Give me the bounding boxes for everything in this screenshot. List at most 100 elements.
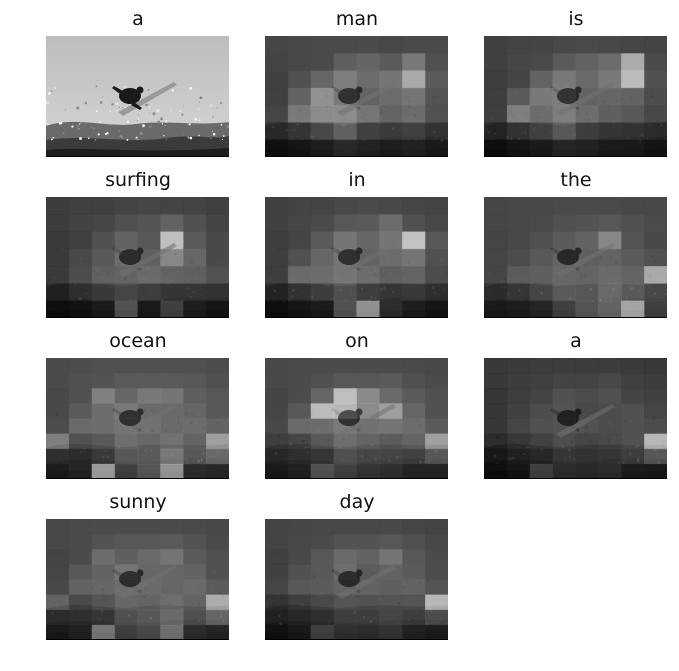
- attention-cell: [484, 248, 508, 267]
- attention-cell: [529, 300, 554, 318]
- attention-cell: [402, 534, 426, 550]
- attention-cell: [160, 534, 184, 550]
- attention-cell: [91, 266, 116, 284]
- attention-cell: [575, 231, 599, 250]
- attention-cell: [379, 624, 403, 640]
- attention-cell: [425, 53, 448, 72]
- attention-cell: [506, 231, 531, 250]
- attention-cell: [137, 433, 161, 450]
- attention-cell: [552, 388, 577, 404]
- attention-cell: [46, 231, 70, 250]
- attention-cell: [46, 373, 70, 389]
- attention-cell: [644, 388, 667, 404]
- attention-cell: [356, 463, 380, 479]
- attention-cell: [506, 266, 531, 284]
- attention-cell: [287, 463, 312, 479]
- attention-cell: [529, 53, 554, 72]
- attention-cell: [621, 87, 645, 106]
- attention-cell: [206, 358, 229, 374]
- surfer-silhouette: [556, 404, 615, 438]
- attention-cell: [575, 388, 599, 404]
- attention-cell: [183, 300, 207, 318]
- attention-cell: [644, 358, 667, 374]
- attention-cell: [379, 549, 403, 565]
- attention-cell: [68, 519, 93, 535]
- attention-cell: [484, 122, 508, 141]
- attention-cell: [379, 433, 403, 450]
- attention-cell: [265, 231, 289, 250]
- attention-cell: [287, 122, 312, 141]
- attention-cell: [68, 549, 93, 565]
- attention-cell: [114, 283, 139, 302]
- attention-cell: [379, 534, 403, 550]
- surfer-silhouette: [337, 243, 396, 277]
- attention-cell: [287, 36, 312, 54]
- attention-cell: [484, 139, 508, 157]
- attention-cell: [644, 463, 667, 479]
- attention-cell: [46, 433, 70, 450]
- attention-cell: [91, 283, 116, 302]
- attention-cell: [552, 300, 577, 318]
- attention-cell: [379, 231, 403, 250]
- attention-cell: [160, 594, 184, 611]
- attention-cell: [484, 433, 508, 450]
- attention-cell: [287, 433, 312, 450]
- attention-cell: [114, 300, 139, 318]
- attention-cell: [265, 266, 289, 284]
- attention-cell: [621, 283, 645, 302]
- attention-cell: [310, 214, 335, 233]
- attention-overlay: [484, 358, 667, 479]
- attention-cell: [552, 70, 577, 89]
- attention-cell: [265, 418, 289, 435]
- attention-cell: [621, 373, 645, 389]
- attention-cell: [506, 463, 531, 479]
- attention-cell: [425, 87, 448, 106]
- attention-cell: [265, 70, 289, 89]
- attention-cell: [206, 231, 229, 250]
- attention-cell: [114, 609, 139, 626]
- attention-cell: [552, 122, 577, 141]
- attention-cell: [506, 105, 531, 123]
- attention-cell: [310, 266, 335, 284]
- attention-cell: [402, 624, 426, 640]
- attention-cell: [183, 197, 207, 215]
- attention-cell: [206, 373, 229, 389]
- attention-cell: [402, 300, 426, 318]
- attention-cell: [137, 448, 161, 465]
- attention-cell: [265, 463, 289, 479]
- attention-image: [265, 197, 448, 318]
- attention-cell: [356, 534, 380, 550]
- attention-cell: [425, 266, 448, 284]
- attention-cell: [644, 231, 667, 250]
- surfer-silhouette: [556, 243, 615, 277]
- attention-cell: [529, 231, 554, 250]
- attention-cell: [402, 579, 426, 596]
- attention-cell: [598, 403, 622, 420]
- attention-cell: [91, 418, 116, 435]
- attention-cell: [356, 70, 380, 89]
- attention-cell: [379, 36, 403, 54]
- attention-cell: [425, 564, 448, 581]
- panel-word: a: [132, 8, 144, 30]
- attention-cell: [575, 283, 599, 302]
- attention-cell: [575, 266, 599, 284]
- attention-cell: [183, 624, 207, 640]
- attention-cell: [402, 594, 426, 611]
- attention-cell: [287, 534, 312, 550]
- attention-cell: [506, 358, 531, 374]
- attention-cell: [333, 609, 358, 626]
- attention-cell: [621, 139, 645, 157]
- attention-cell: [91, 519, 116, 535]
- attention-cell: [206, 283, 229, 302]
- surfer-silhouette: [118, 243, 177, 277]
- surfer-silhouette: [337, 565, 396, 599]
- attention-cell: [644, 105, 667, 123]
- attention-cell: [137, 300, 161, 318]
- attention-cell: [552, 283, 577, 302]
- attention-cell: [310, 248, 335, 267]
- attention-cell: [425, 418, 448, 435]
- attention-cell: [46, 564, 70, 581]
- attention-cell: [379, 388, 403, 404]
- attention-cell: [206, 519, 229, 535]
- attention-cell: [506, 403, 531, 420]
